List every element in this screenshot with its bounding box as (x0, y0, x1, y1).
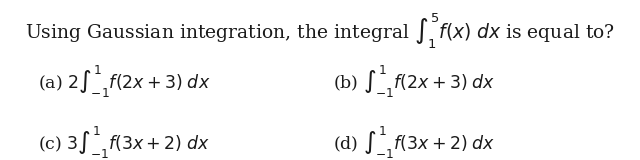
Text: Using Gaussian integration, the integral $\int_1^5 f(x)\;dx$ is equal to?: Using Gaussian integration, the integral… (25, 11, 615, 51)
Text: (d) $\int_{-1}^{1} f(3x+2)\;dx$: (d) $\int_{-1}^{1} f(3x+2)\;dx$ (333, 125, 495, 160)
Text: (b) $\int_{-1}^{1} f(2x+3)\;dx$: (b) $\int_{-1}^{1} f(2x+3)\;dx$ (333, 64, 495, 100)
Text: (c) $3\int_{-1}^{1} f(3x+2)\;dx$: (c) $3\int_{-1}^{1} f(3x+2)\;dx$ (38, 125, 210, 160)
Text: (a) $2\int_{-1}^{1} f(2x+3)\;dx$: (a) $2\int_{-1}^{1} f(2x+3)\;dx$ (38, 64, 211, 100)
